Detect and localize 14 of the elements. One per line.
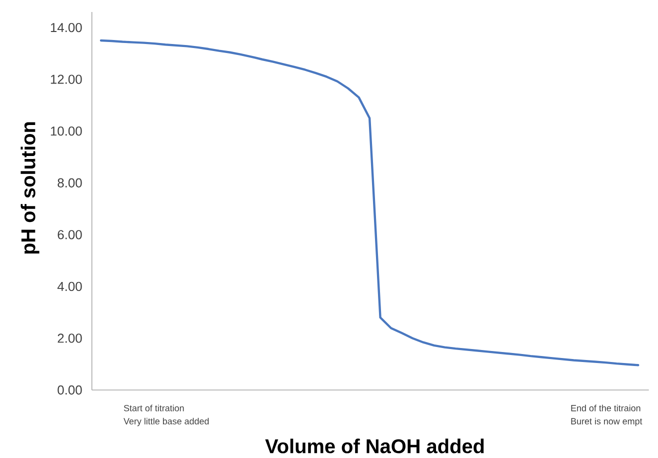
text: Buret is now empt xyxy=(571,418,642,426)
y-tick-label: 4.00 xyxy=(57,282,82,292)
y-tick-label: 10.00 xyxy=(50,126,82,136)
y-tick-label: 8.00 xyxy=(58,178,82,188)
text: End of the titraion xyxy=(571,404,640,412)
y-tick-label: 12.00 xyxy=(50,74,82,84)
y-tick-label: 0.00 xyxy=(58,385,82,395)
text: Start of titration xyxy=(124,404,184,412)
x-axis-title: Volume of NaOH added xyxy=(265,438,484,454)
y-tick-label: 2.00 xyxy=(58,334,82,343)
y-tick-label: 6.00 xyxy=(58,230,82,240)
y-tick-label: 14.00 xyxy=(50,22,82,32)
y-axis-title: pH of solution xyxy=(20,122,40,254)
text: Very little base added xyxy=(124,418,209,426)
